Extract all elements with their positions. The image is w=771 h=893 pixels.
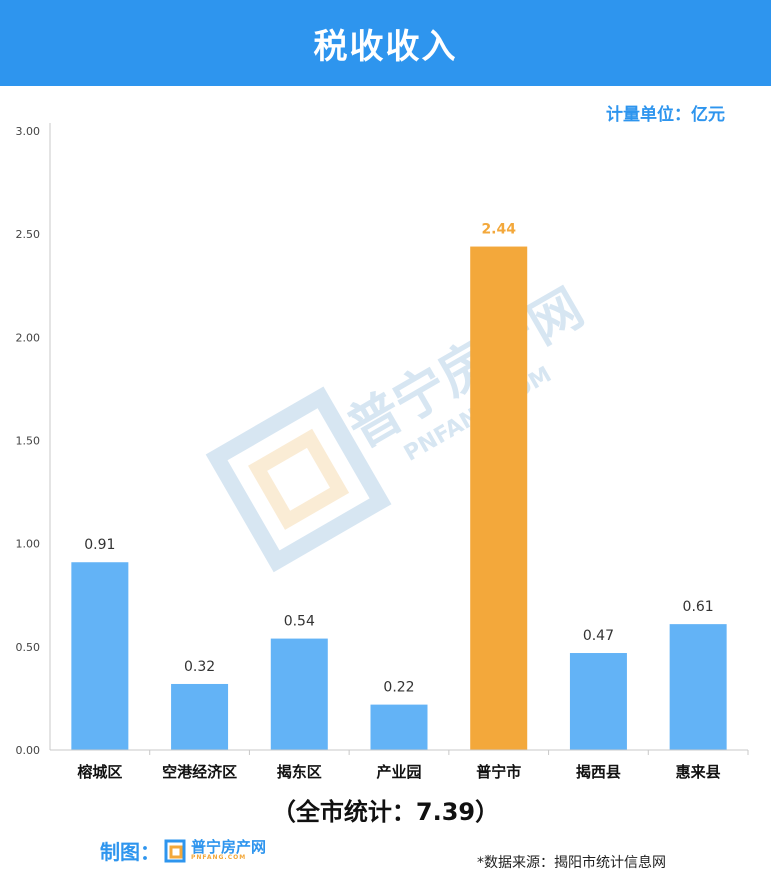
bar-0	[71, 562, 129, 750]
credit: 制图： 普宁房产网 PNFANG.COM	[100, 836, 266, 865]
site-logo: 普宁房产网 PNFANG.COM	[164, 837, 266, 865]
bar-chart: 0.00 0.50 1.00 1.50 2.00 2.50 3.00 0.91 0.32 0.5…	[16, 123, 749, 781]
logo-text-cn: 普宁房产网	[191, 838, 267, 856]
x-tick-label: 普宁市	[476, 763, 521, 781]
credit-label: 制图：	[100, 840, 160, 864]
logo-text-en: PNFANG.COM	[191, 854, 247, 861]
y-tick-label: 3.00	[16, 125, 41, 138]
y-axis: 0.00 0.50 1.00 1.50 2.00 2.50 3.00	[16, 123, 51, 757]
unit-label: 计量单位：亿元	[606, 105, 725, 125]
bar-value-label: 2.44	[481, 222, 516, 238]
y-tick-label: 0.50	[16, 641, 41, 654]
x-tick-label: 榕城区	[77, 763, 122, 781]
x-tick-label: 揭西县	[576, 763, 621, 781]
x-tick-label: 揭东区	[277, 763, 322, 781]
bar-6	[669, 624, 727, 750]
bar-value-label: 0.61	[683, 599, 714, 615]
bar-value-label: 0.91	[84, 537, 115, 553]
bar-value-label: 0.32	[184, 659, 215, 675]
bar-5	[569, 653, 627, 750]
y-tick-label: 2.50	[16, 228, 41, 241]
bar-2	[270, 638, 328, 750]
bar-value-label: 0.54	[284, 614, 315, 630]
x-axis: 榕城区 空港经济区 揭东区 产业园 普宁市 揭西县 惠来县	[50, 749, 749, 781]
bar-value-label: 0.22	[383, 680, 414, 696]
data-source: *数据来源：揭阳市统计信息网	[477, 855, 666, 871]
bar-3	[370, 704, 428, 750]
bars: 0.91 0.32 0.54 0.22 2.44 0.47 0.61	[71, 222, 727, 750]
logo-icon	[164, 839, 186, 862]
y-tick-label: 2.00	[16, 331, 41, 344]
bar-1	[171, 683, 229, 750]
bar-value-label: 0.47	[583, 628, 614, 644]
y-tick-label: 1.50	[16, 435, 41, 448]
bar-4	[470, 246, 528, 750]
y-tick-label: 1.00	[16, 538, 41, 551]
y-tick-label: 0.00	[16, 744, 41, 757]
x-tick-label: 惠来县	[676, 763, 721, 781]
x-tick-label: 产业园	[376, 763, 421, 781]
total-label: （全市统计：7.39）	[271, 798, 500, 826]
header-banner: 税收收入	[0, 0, 771, 86]
x-tick-label: 空港经济区	[162, 763, 237, 781]
page-title: 税收收入	[313, 26, 458, 67]
